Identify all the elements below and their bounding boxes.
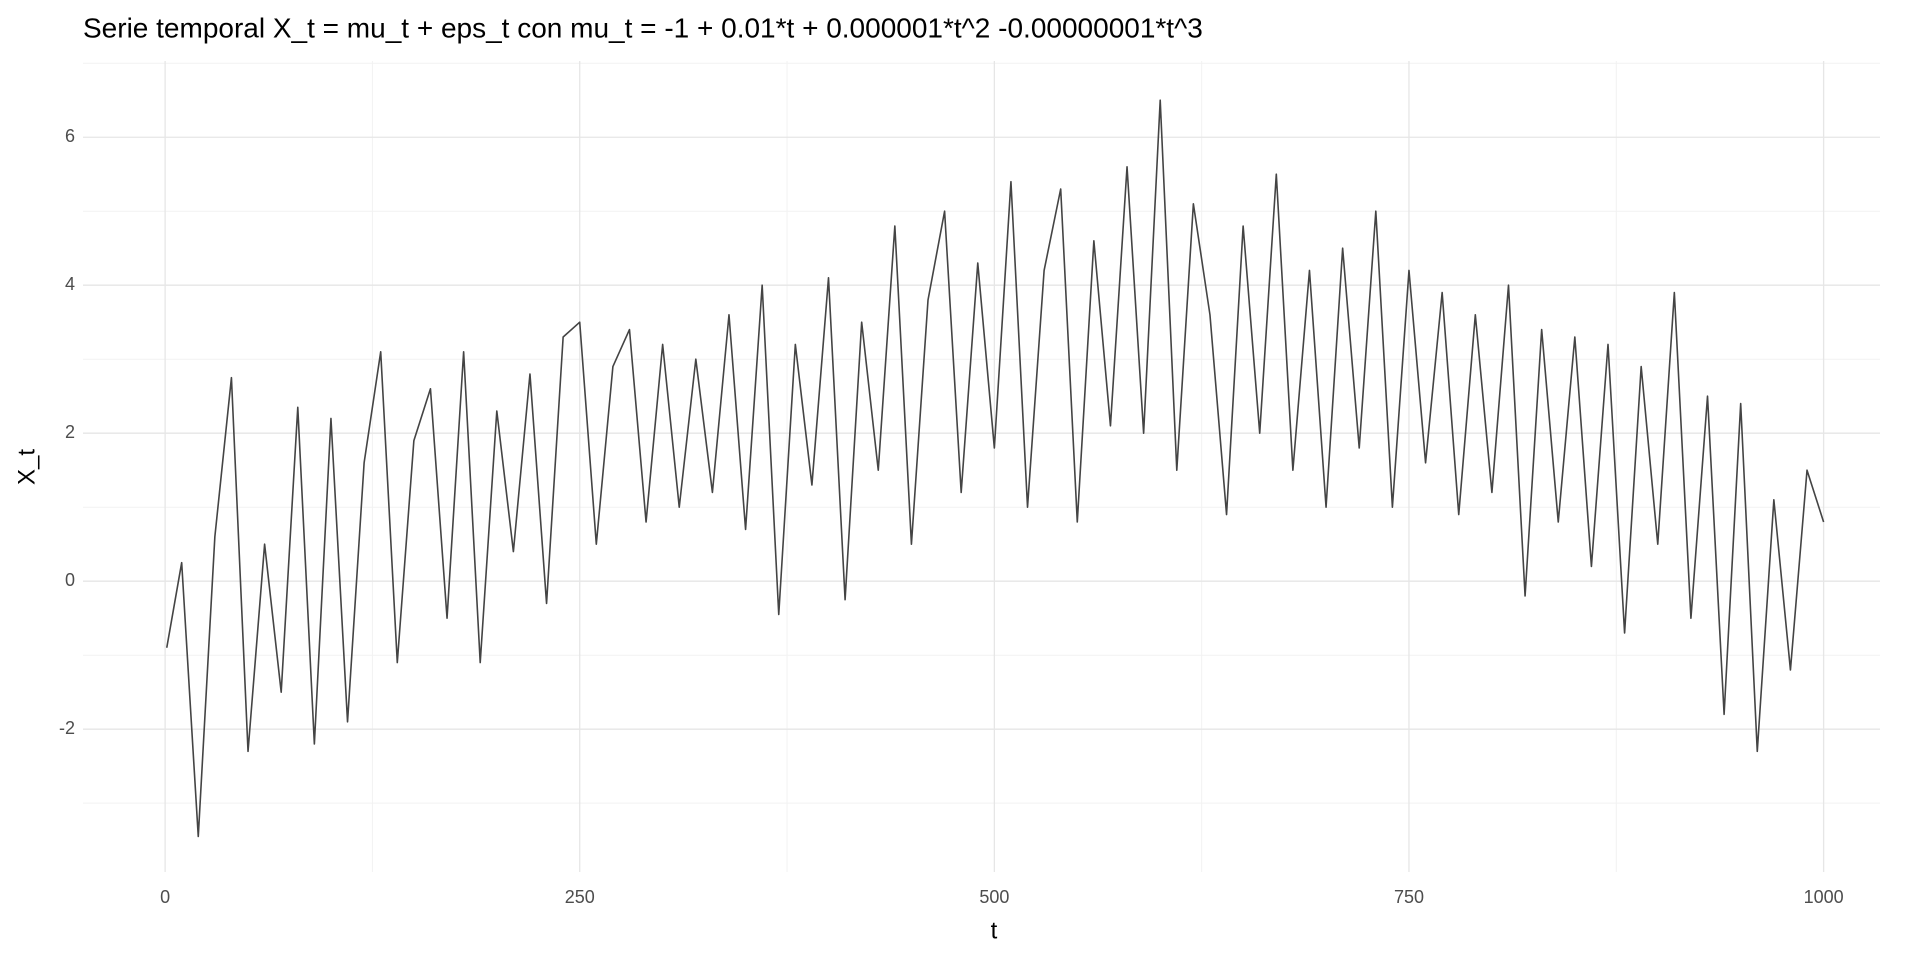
- y-axis-label: X_t: [13, 449, 40, 485]
- y-tick-label: -2: [59, 718, 75, 738]
- x-axis-label: t: [991, 917, 998, 944]
- chart-title: Serie temporal X_t = mu_t + eps_t con mu…: [83, 12, 1203, 43]
- x-tick-label: 500: [979, 887, 1009, 907]
- x-tick-label: 1000: [1804, 887, 1844, 907]
- y-tick-label: 4: [65, 274, 75, 294]
- y-tick-label: 2: [65, 422, 75, 442]
- x-tick-label: 0: [160, 887, 170, 907]
- x-tick-label: 250: [565, 887, 595, 907]
- y-tick-label: 6: [65, 126, 75, 146]
- y-tick-label: 0: [65, 570, 75, 590]
- x-tick-label: 750: [1394, 887, 1424, 907]
- data-line: [165, 99, 1825, 838]
